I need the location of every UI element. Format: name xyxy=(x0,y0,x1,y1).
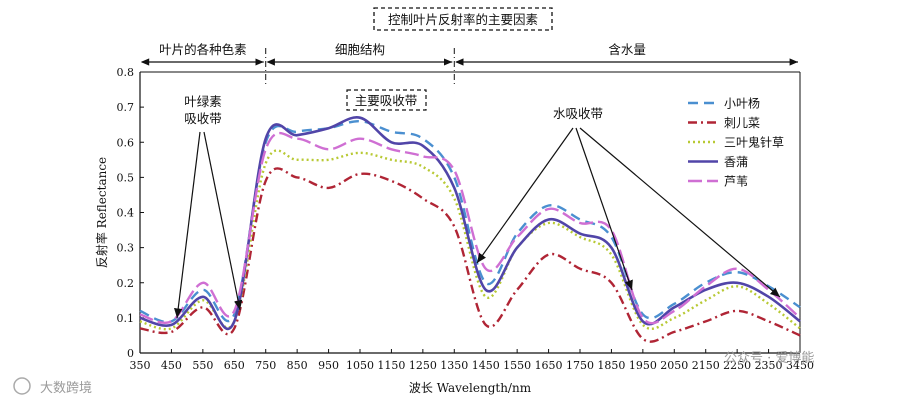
x-tick-label: 1750 xyxy=(566,359,594,372)
series-line-5 xyxy=(139,132,801,325)
water-arrow-2 xyxy=(575,127,633,291)
x-axis-label: 波长 Wavelength/nm xyxy=(409,381,532,395)
water-band-label: 水吸收带 xyxy=(553,106,603,121)
x-tick-label: 1650 xyxy=(535,359,563,372)
legend-label-5: 芦苇 xyxy=(724,175,748,189)
y-tick-label: 0.6 xyxy=(117,136,135,149)
x-tick-label: 2350 xyxy=(755,359,783,372)
y-tick-label: 0.4 xyxy=(117,207,135,220)
y-tick-label: 0.5 xyxy=(117,171,135,184)
water-arrow-1 xyxy=(476,127,574,264)
main-band-label: 主要吸收带 xyxy=(355,93,418,108)
x-tick-label: 1950 xyxy=(629,359,657,372)
chlorophyll-label-line1: 叶绿素 xyxy=(184,94,222,109)
x-tick-label: 1150 xyxy=(377,359,405,372)
x-tick-label: 1250 xyxy=(409,359,437,372)
x-tick-label: 1850 xyxy=(597,359,625,372)
y-tick-label: 0.1 xyxy=(117,312,135,325)
watermark-left-logo xyxy=(13,377,31,395)
region-bands: 叶片的各种色素 细胞结构 含水量 xyxy=(140,42,798,84)
x-tick-label: 750 xyxy=(255,359,276,372)
series-line-3 xyxy=(139,149,801,331)
chlorophyll-arrow-2 xyxy=(203,131,243,311)
x-tick-label: 2250 xyxy=(723,359,751,372)
y-tick-label: 0 xyxy=(127,347,134,360)
x-tick-label: 1050 xyxy=(346,359,374,372)
x-tick-label: 550 xyxy=(192,359,213,372)
x-tick-label: 1350 xyxy=(440,359,468,372)
y-tick-label: 0.8 xyxy=(117,66,135,79)
top-title-box xyxy=(373,7,553,31)
chlorophyll-arrow-1 xyxy=(174,131,201,319)
x-tick-label: 1550 xyxy=(503,359,531,372)
legend-label-4: 香蒲 xyxy=(724,155,748,169)
x-tick-label: 350 xyxy=(130,359,151,372)
top-title: 控制叶片反射率的主要因素 xyxy=(388,12,538,27)
chlorophyll-label-line2: 吸收带 xyxy=(184,111,222,126)
series-line-4 xyxy=(139,116,801,331)
x-tick-label: 850 xyxy=(287,359,308,372)
y-tick-label: 0.3 xyxy=(117,242,135,255)
region-label: 含水量 xyxy=(608,42,646,57)
region-label: 细胞结构 xyxy=(335,42,385,57)
watermark-left: 大数跨境 xyxy=(40,381,92,396)
x-tick-label: 450 xyxy=(161,359,182,372)
legend-label-2: 刺儿菜 xyxy=(724,116,760,130)
x-tick-label: 950 xyxy=(318,359,339,372)
x-tick-label: 2150 xyxy=(692,359,720,372)
legend-label-1: 小叶杨 xyxy=(724,96,760,111)
series-group xyxy=(139,116,801,343)
y-axis-label: 反射率 Reflectance xyxy=(94,157,109,268)
y-tick-label: 0.2 xyxy=(117,277,135,290)
y-tick-label: 0.7 xyxy=(117,101,135,114)
x-tick-label: 2050 xyxy=(660,359,688,372)
x-tick-label: 3450 xyxy=(786,359,814,372)
water-arrow-3 xyxy=(579,127,781,298)
series-line-2 xyxy=(139,167,801,343)
watermark-right: 公众号 · 爱博能 xyxy=(724,351,814,366)
legend-label-3: 三叶鬼针草 xyxy=(724,135,784,150)
region-label: 叶片的各种色素 xyxy=(159,42,247,57)
annotations: 叶绿素 吸收带 主要吸收带 水吸收带 xyxy=(174,89,781,319)
x-tick-label: 1450 xyxy=(472,359,500,372)
x-tick-label: 650 xyxy=(224,359,245,372)
axes: 350 450 550 650 750 850 950 1050 1150 1250 1350 145… xyxy=(94,66,814,395)
